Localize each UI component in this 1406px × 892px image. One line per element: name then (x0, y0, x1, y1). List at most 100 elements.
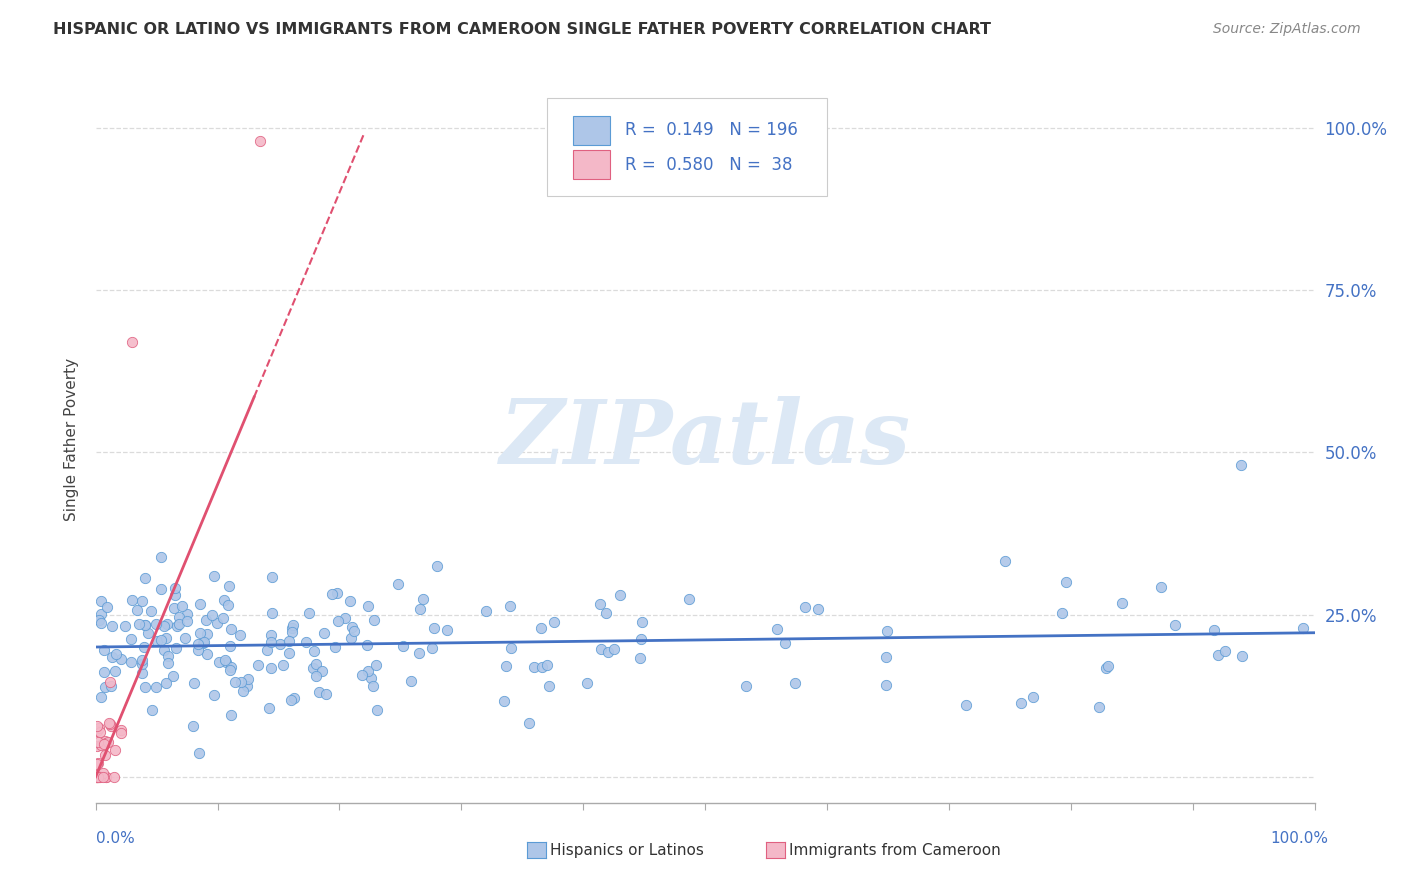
Point (120, 632, 142, 646)
Point (1010, 696, 1032, 710)
Point (96, 770, 118, 784)
Point (165, 588, 187, 602)
Point (131, 594, 153, 608)
Point (955, 698, 977, 713)
Point (86, 770, 108, 784)
Point (436, 624, 458, 638)
Point (235, 679, 257, 693)
Point (231, 675, 253, 690)
Point (408, 646, 430, 660)
Point (89, 613, 111, 627)
Point (426, 558, 449, 573)
Point (91, 770, 114, 784)
Point (876, 624, 898, 638)
Point (183, 676, 205, 690)
Point (134, 617, 156, 632)
Point (86, 756, 108, 771)
Point (165, 640, 187, 655)
Point (195, 626, 218, 640)
Point (278, 634, 301, 648)
Point (208, 655, 231, 669)
Point (735, 679, 758, 693)
Point (357, 664, 380, 678)
Point (197, 647, 219, 661)
FancyBboxPatch shape (574, 116, 610, 145)
Point (499, 599, 522, 614)
Point (174, 631, 197, 645)
Point (1094, 661, 1116, 675)
Point (166, 619, 188, 633)
Point (1054, 575, 1077, 590)
Point (807, 601, 830, 615)
Point (191, 636, 214, 650)
Point (357, 599, 380, 613)
Point (145, 680, 167, 694)
Point (90, 615, 112, 630)
Point (89, 721, 111, 735)
Point (87, 770, 110, 784)
Point (519, 715, 541, 730)
Point (628, 651, 651, 665)
Point (93, 642, 115, 657)
Point (163, 600, 186, 615)
Point (94, 733, 117, 747)
Point (84, 770, 107, 784)
Point (262, 606, 284, 620)
Point (205, 616, 228, 631)
Point (420, 641, 443, 656)
Point (260, 570, 283, 584)
Point (188, 597, 211, 611)
Point (298, 606, 321, 620)
Point (281, 625, 304, 640)
Point (104, 743, 127, 757)
Point (409, 602, 432, 616)
Point (153, 619, 176, 633)
Point (423, 621, 446, 635)
Point (1206, 648, 1229, 662)
Point (170, 599, 193, 613)
Point (283, 617, 305, 632)
Point (162, 669, 184, 683)
Point (543, 615, 565, 629)
Point (131, 657, 153, 672)
Point (494, 694, 516, 708)
Point (766, 623, 789, 637)
Point (340, 631, 363, 645)
Point (89, 724, 111, 739)
Point (630, 632, 652, 647)
Point (149, 549, 172, 564)
Point (100, 679, 122, 693)
Point (1213, 644, 1236, 658)
Point (101, 619, 124, 633)
Point (531, 659, 554, 673)
Point (523, 660, 546, 674)
Point (145, 616, 167, 631)
Point (98, 674, 121, 689)
Point (315, 687, 337, 701)
Point (93, 765, 115, 780)
Point (94, 680, 117, 694)
Point (1230, 458, 1253, 473)
Point (994, 554, 1017, 568)
Point (86, 770, 108, 784)
Point (94, 747, 117, 762)
Point (90, 607, 112, 621)
Point (499, 640, 522, 655)
Point (181, 719, 204, 733)
Point (598, 644, 620, 658)
Point (87, 735, 110, 749)
Point (277, 646, 299, 660)
Point (86, 770, 108, 784)
Point (323, 640, 346, 655)
Point (1230, 648, 1253, 663)
Point (190, 625, 212, 640)
Point (609, 588, 631, 602)
Point (187, 746, 209, 760)
Point (214, 653, 236, 667)
Point (363, 679, 385, 693)
Point (1202, 623, 1225, 637)
Text: 100.0%: 100.0% (1271, 831, 1329, 846)
Point (193, 634, 215, 648)
Point (1163, 617, 1185, 632)
Point (211, 611, 233, 625)
